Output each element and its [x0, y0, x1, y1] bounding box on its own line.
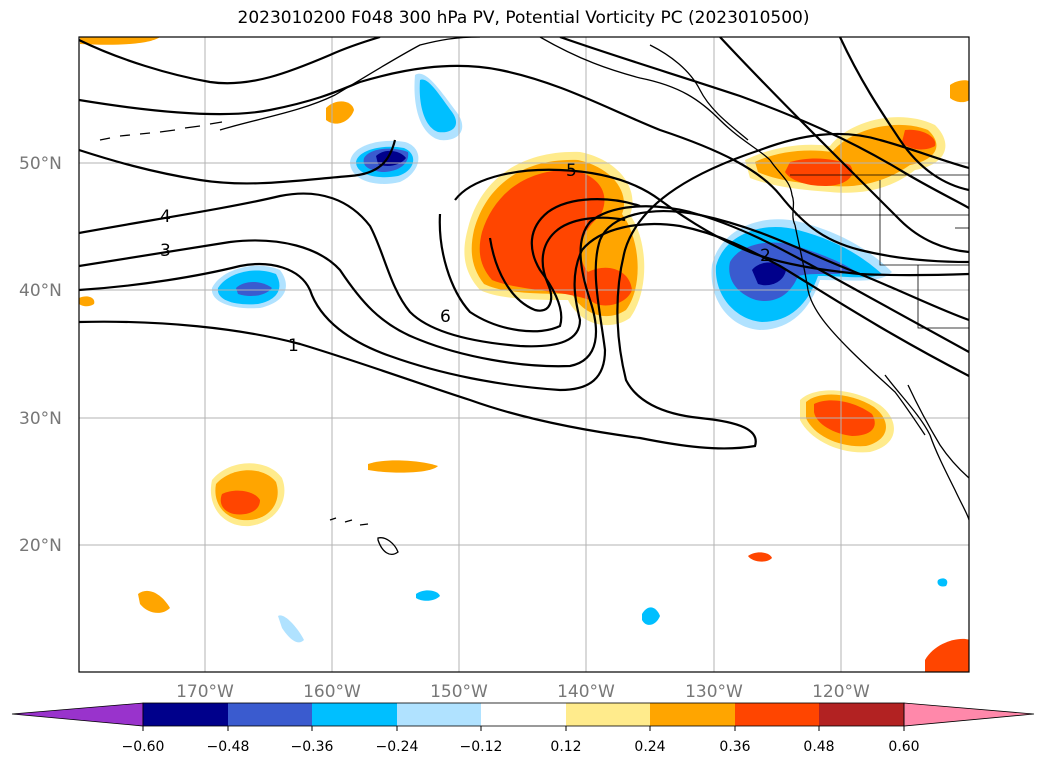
negative-anomaly-regions: [211, 73, 948, 643]
positive-anomaly-regions: [79, 37, 969, 672]
anomaly-ak-small: [326, 101, 354, 124]
neg-coast-core: [752, 262, 786, 286]
colorbar-tick-label: −0.24: [376, 739, 419, 755]
pv-contour-ak: [79, 37, 969, 209]
latitude-labels: 50°N 40°N 30°N 20°N: [19, 154, 62, 556]
colorbar-tick-label: 0.24: [634, 739, 665, 755]
lon-label-160w: 160°W: [303, 682, 361, 702]
colorbar-segment: [312, 703, 397, 726]
pv-contour-1: [79, 132, 969, 450]
colorbar-segment: [566, 703, 650, 726]
pv-contour-6b: [438, 198, 641, 333]
colorbar-tick-label: 0.36: [719, 739, 750, 755]
political-borders: [790, 174, 969, 329]
bc-coast: [649, 44, 796, 226]
aleutians: [99, 121, 223, 141]
colorbar-segment: [397, 703, 481, 726]
contour-label-5: 5: [566, 161, 577, 181]
lat-label-30n: 30°N: [19, 409, 62, 429]
colorbar-ticks: [142, 726, 905, 731]
map-frame: [78, 36, 970, 673]
anomaly-corner-ne: [950, 80, 969, 103]
colorbar-segment: [735, 703, 819, 726]
pv-contour-ne: [719, 37, 969, 254]
anomaly-ne-inner: [785, 158, 853, 186]
lat-label-20n: 20°N: [19, 536, 62, 556]
contour-label-3: 3: [160, 241, 171, 261]
neg-small-1: [416, 590, 440, 601]
neg-north-mid: [419, 79, 457, 133]
colorbar: −0.60 −0.48 −0.36 −0.24 −0.12 0.12 0.24 …: [11, 702, 1035, 755]
lon-label-130w: 130°W: [685, 682, 743, 702]
pv-contour-6c: [488, 216, 626, 312]
anomaly-ne2-inner: [902, 129, 936, 150]
neg-west-inner: [236, 282, 272, 296]
contour-label-6: 6: [440, 307, 451, 327]
hawaii-islands: [329, 517, 399, 555]
colorbar-frame: [142, 702, 905, 727]
anomaly-sw-edge: [79, 296, 95, 307]
colorbar-tick-label: −0.60: [122, 739, 165, 755]
colorbar-segment: [228, 703, 312, 726]
coastlines: [99, 37, 969, 555]
anomaly-hi-inner: [220, 490, 260, 515]
anomaly-top-left: [80, 37, 160, 45]
lon-label-170w: 170°W: [176, 682, 234, 702]
neg-small-3: [278, 615, 304, 643]
contour-labels: 1 2 3 4 5 6: [160, 161, 771, 356]
lon-label-120w: 120°W: [812, 682, 870, 702]
colorbar-tick-label: −0.36: [291, 739, 334, 755]
contour-label-2: 2: [760, 246, 771, 266]
colorbar-tick-labels: −0.60 −0.48 −0.36 −0.24 −0.12 0.12 0.24 …: [122, 739, 920, 755]
baja-coast: [884, 374, 969, 521]
longitude-labels: 170°W 160°W 150°W 140°W 130°W 120°W: [176, 682, 870, 702]
pv-contour-6a: [454, 168, 969, 277]
pv-contours: [79, 37, 969, 450]
colorbar-tick-label: −0.12: [460, 739, 503, 755]
lat-label-50n: 50°N: [19, 154, 62, 174]
colorbar-tick-label: −0.48: [207, 739, 250, 755]
map-area: [79, 37, 969, 672]
neg-small-2: [642, 607, 660, 625]
anomaly-se-corner: [925, 638, 969, 672]
colorbar-tick-label: 0.12: [550, 739, 581, 755]
anomaly-main-inner: [479, 169, 632, 306]
chart-title: 2023010200 F048 300 hPa PV, Potential Vo…: [237, 8, 810, 28]
anomaly-strip: [368, 460, 438, 473]
pv-contour-2: [79, 210, 969, 392]
neg-small-4: [937, 578, 948, 587]
anomaly-small-20n: [748, 552, 772, 562]
colorbar-extend-high: [903, 702, 1035, 727]
alaska-coast: [219, 37, 771, 161]
contour-label-4: 4: [160, 207, 171, 227]
contour-label-1: 1: [288, 336, 299, 356]
pv-contour-5: [79, 64, 969, 264]
colorbar-segment: [143, 703, 228, 726]
pv-contour-left-loop: [79, 139, 397, 185]
us-west-coast: [794, 224, 926, 436]
colorbar-segment: [481, 703, 566, 726]
colorbar-tick-label: 0.60: [888, 739, 919, 755]
anomaly-sw-small: [138, 590, 170, 613]
colorbar-segment: [650, 703, 735, 726]
colorbar-segment: [819, 703, 904, 726]
colorbar-extend-low: [11, 702, 144, 727]
colorbar-tick-label: 0.48: [803, 739, 834, 755]
lon-label-140w: 140°W: [557, 682, 615, 702]
lon-label-150w: 150°W: [430, 682, 488, 702]
lat-label-40n: 40°N: [19, 281, 62, 301]
pv-contour-3: [79, 205, 969, 368]
